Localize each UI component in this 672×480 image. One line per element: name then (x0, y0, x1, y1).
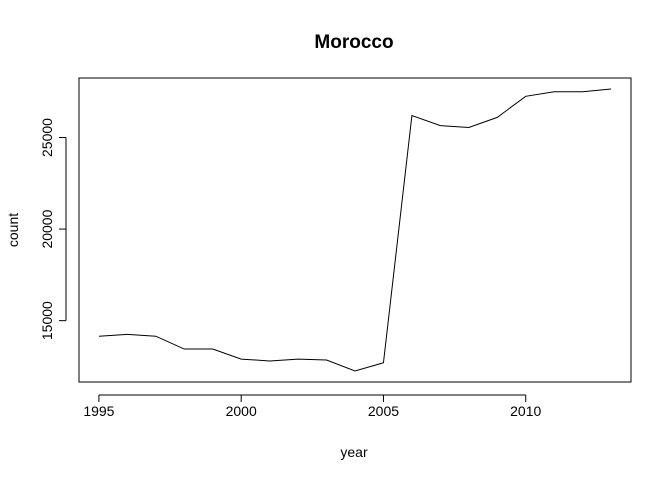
chart-title: Morocco (314, 32, 393, 53)
series-line (98, 88, 612, 372)
y-axis: 15000 20000 25000 (39, 118, 67, 340)
y-axis-label: count (5, 213, 21, 247)
x-axis-label: year (340, 444, 368, 460)
x-tick-label-2010: 2010 (510, 403, 541, 419)
x-tick-label-2000: 2000 (226, 403, 257, 419)
plot-frame (78, 77, 632, 383)
x-axis: 1995 2000 2005 2010 (83, 394, 542, 419)
y-tick-label-25000: 25000 (39, 118, 55, 157)
x-tick-label-1995: 1995 (83, 403, 114, 419)
x-tick-label-2005: 2005 (368, 403, 399, 419)
y-tick-label-20000: 20000 (39, 209, 55, 248)
y-tick-label-15000: 15000 (39, 301, 55, 340)
